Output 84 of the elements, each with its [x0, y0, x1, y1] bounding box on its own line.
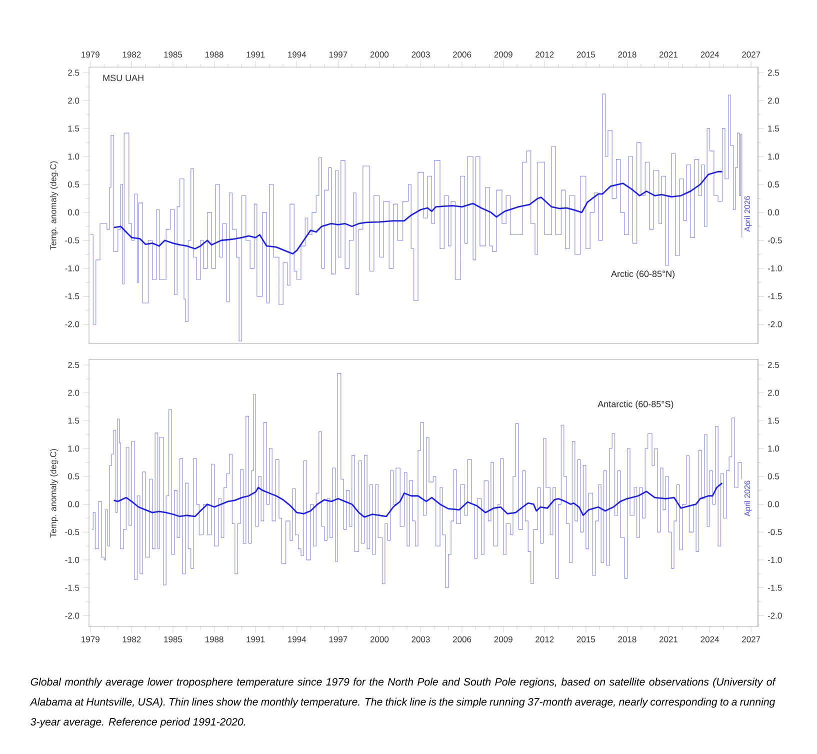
x-tick-label: 1982 — [122, 52, 141, 58]
text: Global monthly average lower troposphere temperature since 1979 for the North Pole and South Pole regions, based on satellite observations (University of Alabama at Huntsville, USA). Thin lines show the monthly temperature. The thick line is the simple running 37-month average, nearly corresponding to a running 3-year average. Reference period 1991-2020. — [30, 678, 776, 728]
x-tick-label: 1988 — [205, 636, 224, 642]
y2-tick-label: 1.0 — [768, 154, 780, 160]
y2-tick-label: 2.5 — [768, 362, 780, 368]
line-series — [113, 482, 723, 518]
annotation: April 2026 — [744, 196, 752, 232]
y-tick-label: 0.0 — [68, 501, 80, 508]
x-tick-label: 2015 — [576, 636, 596, 642]
x-tick-label: 2018 — [618, 52, 636, 58]
y2-tick-label: 1.5 — [768, 418, 780, 424]
y2-tick-label: 2.0 — [768, 98, 780, 104]
y-tick-label: 2.5 — [68, 362, 80, 368]
x-tick-label: 1997 — [329, 636, 348, 642]
y-tick-label: -2.0 — [65, 321, 80, 328]
x-tick-label: 2000 — [370, 636, 389, 642]
x-tick-label: 2018 — [618, 636, 636, 642]
x-tick-label: 2021 — [659, 52, 678, 58]
y-tick-label: -1.5 — [65, 584, 80, 591]
y-axis-title: Temp. anomaly (deg.C) — [50, 449, 58, 538]
y-tick-label: -1.5 — [65, 293, 80, 300]
y-tick-label: -1.0 — [65, 265, 80, 272]
annotation: Antarctic (60-85°S) — [598, 400, 674, 410]
y-tick-label: 0.5 — [68, 181, 80, 188]
x-tick-label: 1991 — [246, 636, 265, 642]
x-tick-label: 1994 — [288, 52, 306, 58]
y2-tick-label: -1.5 — [768, 584, 782, 591]
x-tick-label: 2006 — [453, 636, 472, 642]
x-tick-label: 2012 — [536, 636, 554, 642]
y-tick-label: -2.0 — [65, 612, 80, 619]
x-tick-label: 2024 — [700, 636, 720, 642]
y-tick-label: 2.0 — [68, 98, 80, 104]
y2-tick-label: -1.0 — [768, 265, 782, 272]
y-tick-label: 0.0 — [68, 209, 80, 216]
x-tick-label: 2000 — [370, 52, 389, 58]
y-tick-label: -1.0 — [65, 556, 80, 563]
x-tick-label: 1991 — [246, 52, 265, 58]
y2-tick-label: 1.0 — [768, 446, 780, 452]
x-tick-label: 1988 — [205, 52, 224, 58]
annotation: April 2026 — [744, 480, 752, 516]
x-tick-label: 1997 — [329, 52, 348, 58]
x-tick-label: 1979 — [82, 52, 100, 58]
y-tick-label: 1.0 — [68, 446, 80, 452]
y2-tick-label: 0.5 — [768, 473, 780, 480]
x-tick-label: 2027 — [742, 52, 760, 58]
y-axis-title: Temp. anomaly (deg.C) — [50, 161, 58, 250]
x-tick-label: 2006 — [453, 52, 472, 58]
x-tick-label: 2012 — [536, 52, 554, 58]
y2-tick-label: -2.0 — [768, 321, 782, 328]
x-tick-label: 2024 — [700, 52, 720, 58]
y2-tick-label: -1.0 — [768, 556, 782, 563]
y-tick-label: 2.5 — [68, 70, 80, 76]
y2-tick-label: -1.5 — [768, 293, 782, 300]
y-tick-label: -0.5 — [65, 529, 80, 536]
x-tick-label: 2003 — [412, 52, 430, 58]
y-tick-label: 1.5 — [68, 418, 80, 424]
x-tick-label: 1985 — [164, 636, 182, 642]
y2-tick-label: 2.5 — [768, 70, 780, 76]
y2-tick-label: -2.0 — [768, 612, 782, 619]
x-tick-label: 2009 — [494, 52, 512, 58]
y2-tick-label: 0.0 — [768, 501, 780, 508]
y2-tick-label: -0.5 — [768, 237, 782, 244]
y2-tick-label: 0.5 — [768, 181, 780, 188]
x-tick-label: 2003 — [412, 636, 430, 642]
annotation: Arctic (60-85°N) — [611, 270, 675, 279]
x-tick-label: 2021 — [659, 636, 678, 642]
y-tick-label: 1.0 — [68, 154, 80, 160]
y-tick-label: 2.0 — [68, 390, 80, 396]
y2-tick-label: 2.0 — [768, 390, 780, 396]
x-tick-label: 2009 — [494, 636, 512, 642]
x-tick-label: 2015 — [576, 52, 596, 58]
line-series — [113, 170, 723, 254]
y2-tick-label: -0.5 — [768, 529, 782, 536]
x-tick-label: 1979 — [82, 636, 100, 642]
x-tick-label: 1982 — [122, 636, 141, 642]
y-tick-label: 0.5 — [68, 473, 80, 480]
y-tick-label: 1.5 — [68, 126, 80, 132]
y2-tick-label: 0.0 — [768, 209, 780, 216]
annotation: MSU UAH — [103, 74, 144, 82]
x-tick-label: 1994 — [288, 636, 306, 642]
y2-tick-label: 1.5 — [768, 126, 780, 132]
x-tick-label: 1985 — [164, 52, 182, 58]
x-tick-label: 2027 — [742, 636, 760, 642]
y-tick-label: -0.5 — [65, 237, 80, 244]
